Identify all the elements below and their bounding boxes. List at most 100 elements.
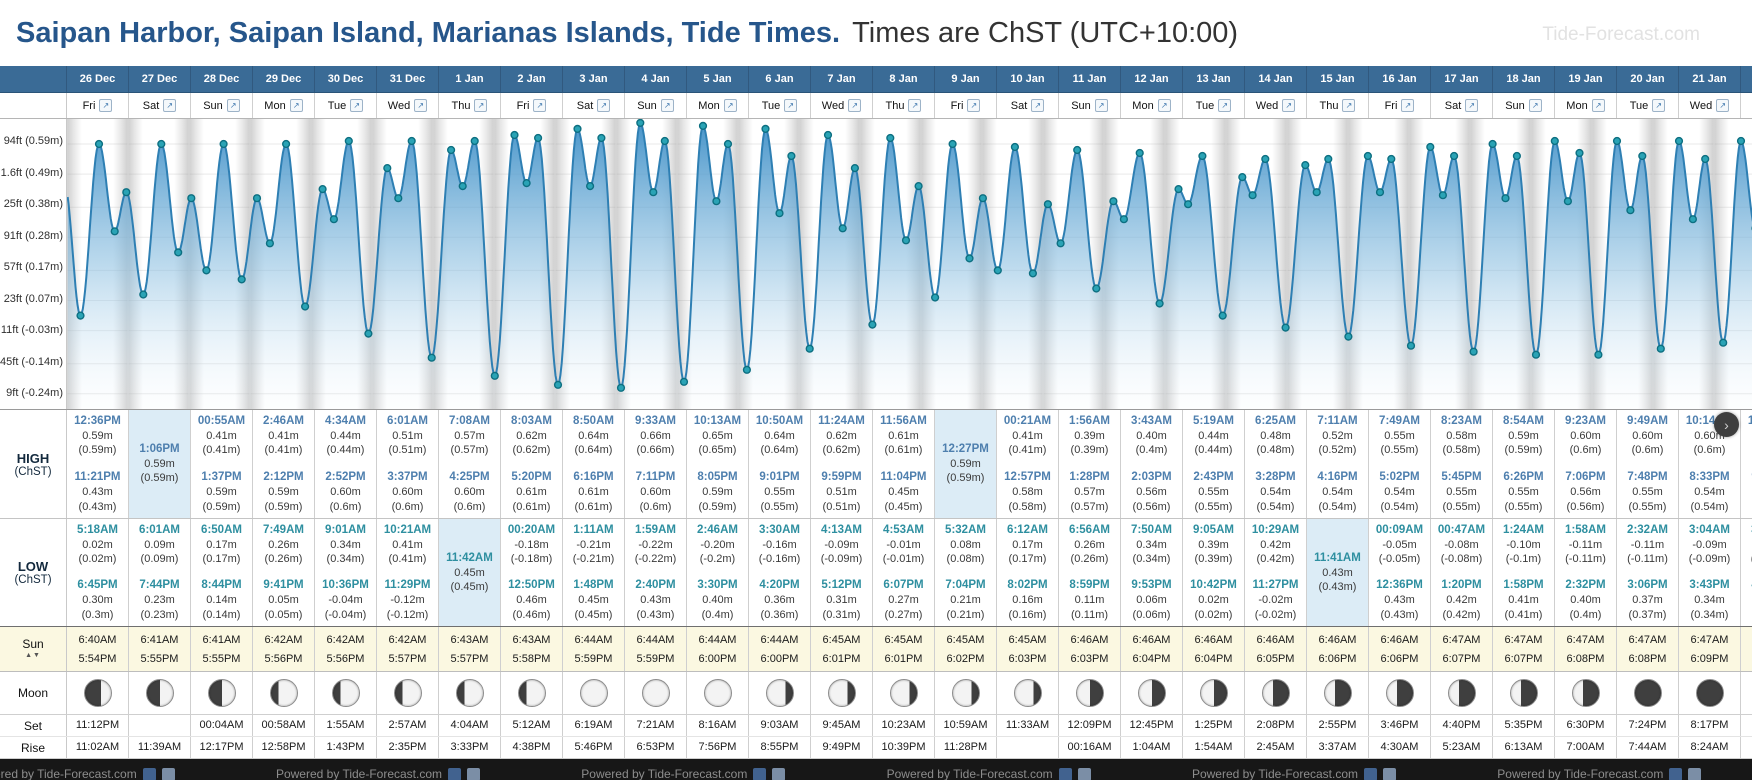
expand-day-icon[interactable]: ↗	[1716, 99, 1730, 112]
expand-day-icon[interactable]: ↗	[1342, 99, 1356, 112]
expand-day-icon[interactable]: ↗	[1652, 99, 1666, 112]
moonset-time: 12:45PM	[1121, 715, 1183, 736]
tide-height-m-datum: (-0.07m)	[1741, 552, 1752, 566]
day-of-week-label: Tue	[1629, 99, 1649, 112]
moonset-label: Set	[0, 715, 67, 736]
expand-day-icon[interactable]: ↗	[848, 99, 862, 112]
sun-times-cell: 6:47AM 6:08PM	[1555, 627, 1617, 671]
tide-time: 2:40PM	[635, 579, 676, 592]
expand-day-icon[interactable]: ↗	[533, 99, 547, 112]
social-icon[interactable]	[753, 767, 767, 780]
tide-height-m: 0.30m	[82, 594, 113, 607]
social-icon[interactable]	[1077, 767, 1091, 780]
low-tide-event: 3:30AM -0.16m (-0.16m)	[749, 523, 810, 567]
expand-day-icon[interactable]: ↗	[967, 99, 981, 112]
tide-extreme-dot	[914, 181, 923, 191]
high-tide-event: 4:34AM 0.44m (0.44m)	[315, 414, 376, 458]
sunrise-time: 6:42AM	[326, 633, 365, 646]
expand-day-icon[interactable]: ↗	[163, 99, 177, 112]
tide-height-m-datum: (0.39m)	[1194, 553, 1233, 566]
tide-time: 8:50AM	[573, 415, 614, 427]
expand-day-icon[interactable]: ↗	[1094, 99, 1108, 112]
expand-day-icon[interactable]: ↗	[1157, 99, 1171, 112]
y-axis-tick-label: 45ft (-0.14m)	[0, 355, 63, 368]
expand-day-icon[interactable]: ↗	[1282, 99, 1296, 112]
expand-day-icon[interactable]: ↗	[660, 99, 674, 112]
expand-day-icon[interactable]: ↗	[99, 99, 113, 112]
moonset-time: 9:03AM	[749, 715, 811, 736]
moon-phase-cell	[315, 672, 377, 714]
tide-extreme-dot	[930, 293, 940, 302]
day-of-week-label: Wed	[387, 99, 411, 112]
tide-time: 9:23AM	[1565, 415, 1606, 427]
expand-day-icon[interactable]: ↗	[289, 99, 303, 112]
tide-height-m-datum: (-0.21m)	[572, 553, 615, 566]
tide-height-m: 0.55m	[1198, 486, 1229, 499]
social-icon[interactable]	[1383, 767, 1397, 780]
expand-day-icon[interactable]: ↗	[597, 99, 611, 112]
moonset-time: 8:16AM	[687, 715, 749, 736]
day-of-week-label: Sat	[142, 99, 160, 112]
scroll-next-button[interactable]: ›	[1714, 412, 1739, 437]
low-tide-event: 6:01AM 0.09m (0.09m)	[129, 523, 190, 567]
high-tide-event: 12:36PM 0.59m (0.59m)	[67, 414, 128, 458]
sunset-time: 5:59PM	[636, 652, 675, 665]
tide-extreme-dot	[1155, 299, 1164, 308]
tide-extreme-dot	[1324, 154, 1333, 164]
social-icon[interactable]	[467, 767, 481, 780]
low-tide-event: 4:13AM -0.09m (-0.09m)	[811, 523, 872, 567]
expand-day-icon[interactable]: ↗	[1528, 99, 1542, 112]
expand-day-icon[interactable]: ↗	[350, 99, 364, 112]
social-icon[interactable]	[161, 767, 175, 780]
day-of-week-cell: Fri ↗	[1369, 93, 1431, 118]
tide-time: 4:20PM	[759, 579, 800, 592]
tide-height-m: 0.54m	[1694, 486, 1725, 499]
tide-height-m: 0.61m	[516, 486, 547, 499]
moon-phase-icon	[269, 679, 298, 707]
tide-extreme-dot	[1028, 269, 1038, 278]
sun-times-cell: 6:47AM 6:10PM	[1741, 627, 1752, 671]
tide-extreme-dot	[534, 133, 543, 143]
tide-time: 8:44PM	[201, 579, 242, 592]
expand-day-icon[interactable]: ↗	[474, 99, 488, 112]
expand-day-icon[interactable]: ↗	[414, 99, 428, 112]
social-icon[interactable]	[1669, 767, 1683, 780]
expand-day-icon[interactable]: ↗	[1591, 99, 1605, 112]
social-icon[interactable]	[772, 767, 786, 780]
moonset-time: 6:19AM	[563, 715, 625, 736]
social-icon[interactable]	[142, 767, 156, 780]
moon-phase-cell	[1431, 672, 1493, 714]
expand-day-icon[interactable]: ↗	[1401, 99, 1415, 112]
sunset-time: 6:01PM	[884, 652, 923, 665]
tide-extreme-dot	[252, 194, 262, 203]
tide-extreme-dot	[1688, 215, 1698, 224]
tide-extreme-dot	[329, 215, 339, 224]
social-icon[interactable]	[1058, 767, 1072, 780]
moon-phase-cell	[687, 672, 749, 714]
social-icon[interactable]	[448, 767, 462, 780]
high-tide-cell: 8:23AM 0.58m (0.58m) 5:45PM 0.55m (0.55m)	[1431, 410, 1493, 518]
expand-day-icon[interactable]: ↗	[1465, 99, 1479, 112]
high-tide-event: 5:45PM 0.55m (0.55m)	[1431, 470, 1492, 514]
moonrise-time: 11:02AM	[67, 737, 129, 758]
tide-time: 11:29PM	[384, 579, 431, 592]
day-of-week-cell: Wed ↗	[377, 93, 439, 118]
tide-height-m-datum: (0.02m)	[1194, 608, 1233, 621]
tide-extreme-dot	[219, 139, 228, 149]
tide-time: 8:23AM	[1441, 415, 1482, 427]
low-tide-event: 11:41AM 0.43m (0.43m)	[1307, 551, 1368, 595]
social-icon[interactable]	[1688, 767, 1702, 780]
tide-time: 2:52PM	[325, 471, 366, 484]
expand-day-icon[interactable]: ↗	[1218, 99, 1232, 112]
expand-day-icon[interactable]: ↗	[784, 99, 798, 112]
expand-day-icon[interactable]: ↗	[908, 99, 922, 112]
tide-extreme-dot	[1198, 151, 1207, 161]
expand-day-icon[interactable]: ↗	[226, 99, 240, 112]
expand-day-icon[interactable]: ↗	[723, 99, 737, 112]
y-axis-tick-label: 9ft (-0.24m)	[6, 387, 63, 399]
expand-day-icon[interactable]: ↗	[1031, 99, 1045, 112]
sunset-time: 6:07PM	[1442, 652, 1481, 665]
moonrise-time: 4:38PM	[501, 737, 563, 758]
social-icon[interactable]	[1364, 767, 1378, 780]
date-header: 21 Jan	[1679, 66, 1741, 92]
